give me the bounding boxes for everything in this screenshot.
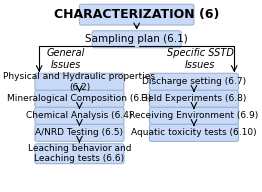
- Text: Discharge setting (6.7): Discharge setting (6.7): [142, 77, 246, 86]
- FancyBboxPatch shape: [35, 107, 124, 124]
- Text: Physical and Hydraulic properties (6.2): Physical and Hydraulic properties (6.2): [3, 72, 155, 92]
- FancyBboxPatch shape: [35, 73, 124, 90]
- Text: CHARACTERIZATION (6): CHARACTERIZATION (6): [54, 8, 219, 21]
- Text: Receiving Environment (6.9): Receiving Environment (6.9): [129, 111, 259, 120]
- Text: Mineralogical Composition (6.3): Mineralogical Composition (6.3): [7, 94, 152, 103]
- Text: Leaching behavior and
Leaching tests (6.6): Leaching behavior and Leaching tests (6.…: [28, 144, 131, 163]
- Text: Chemical Analysis (6.4): Chemical Analysis (6.4): [26, 111, 133, 120]
- Text: A/NRD Testing (6.5): A/NRD Testing (6.5): [35, 128, 123, 137]
- Text: Sampling plan (6.1): Sampling plan (6.1): [85, 34, 188, 44]
- FancyBboxPatch shape: [149, 107, 238, 124]
- FancyBboxPatch shape: [92, 31, 181, 48]
- FancyBboxPatch shape: [79, 4, 194, 25]
- FancyBboxPatch shape: [35, 90, 124, 107]
- FancyBboxPatch shape: [149, 124, 238, 142]
- Text: Field Experiments (6.8): Field Experiments (6.8): [141, 94, 247, 103]
- Text: General
Issues: General Issues: [46, 48, 85, 70]
- FancyBboxPatch shape: [149, 73, 238, 90]
- FancyBboxPatch shape: [149, 90, 238, 107]
- Text: Specific SSTD
Issues: Specific SSTD Issues: [167, 48, 234, 70]
- FancyBboxPatch shape: [35, 144, 124, 164]
- FancyBboxPatch shape: [35, 124, 124, 142]
- Text: Aquatic toxicity tests (6.10): Aquatic toxicity tests (6.10): [131, 128, 257, 137]
